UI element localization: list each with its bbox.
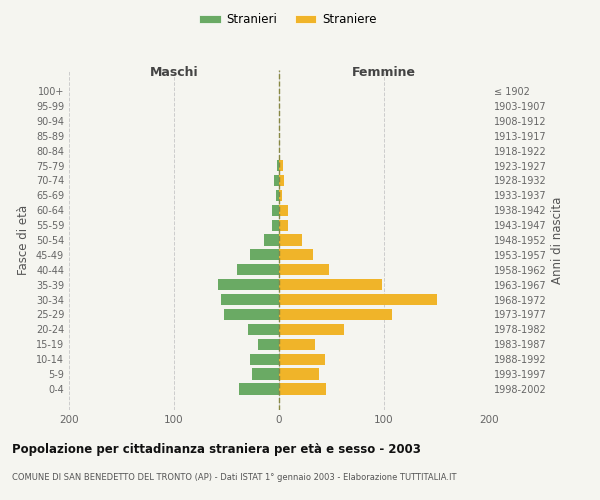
Bar <box>279 175 284 186</box>
Bar <box>279 294 437 305</box>
Y-axis label: Fasce di età: Fasce di età <box>17 205 30 275</box>
Bar <box>250 250 279 260</box>
Text: Popolazione per cittadinanza straniera per età e sesso - 2003: Popolazione per cittadinanza straniera p… <box>12 442 421 456</box>
Bar <box>279 368 319 380</box>
Bar <box>258 338 279 350</box>
Bar <box>277 160 279 171</box>
Bar <box>279 160 283 171</box>
Bar <box>279 204 289 216</box>
Text: Femmine: Femmine <box>352 66 416 79</box>
Bar <box>221 294 279 305</box>
Bar <box>265 234 279 246</box>
Bar <box>237 264 279 276</box>
Bar <box>272 220 279 230</box>
Bar <box>279 220 289 230</box>
Bar <box>279 324 344 335</box>
Bar <box>279 384 326 394</box>
Bar <box>279 279 382 290</box>
Bar <box>272 204 279 216</box>
Bar <box>279 250 313 260</box>
Bar <box>279 190 282 201</box>
Bar <box>239 384 279 394</box>
Bar <box>279 338 314 350</box>
Text: COMUNE DI SAN BENEDETTO DEL TRONTO (AP) - Dati ISTAT 1° gennaio 2003 - Elaborazi: COMUNE DI SAN BENEDETTO DEL TRONTO (AP) … <box>12 472 457 482</box>
Bar <box>279 264 329 276</box>
Bar <box>276 190 279 201</box>
Bar <box>250 354 279 365</box>
Bar <box>252 368 279 380</box>
Bar <box>248 324 279 335</box>
Bar <box>274 175 279 186</box>
Bar <box>279 309 392 320</box>
Text: Maschi: Maschi <box>149 66 199 79</box>
Bar <box>279 234 302 246</box>
Bar <box>224 309 279 320</box>
Bar <box>218 279 279 290</box>
Legend: Stranieri, Straniere: Stranieri, Straniere <box>194 8 382 31</box>
Y-axis label: Anni di nascita: Anni di nascita <box>551 196 565 284</box>
Bar <box>279 354 325 365</box>
